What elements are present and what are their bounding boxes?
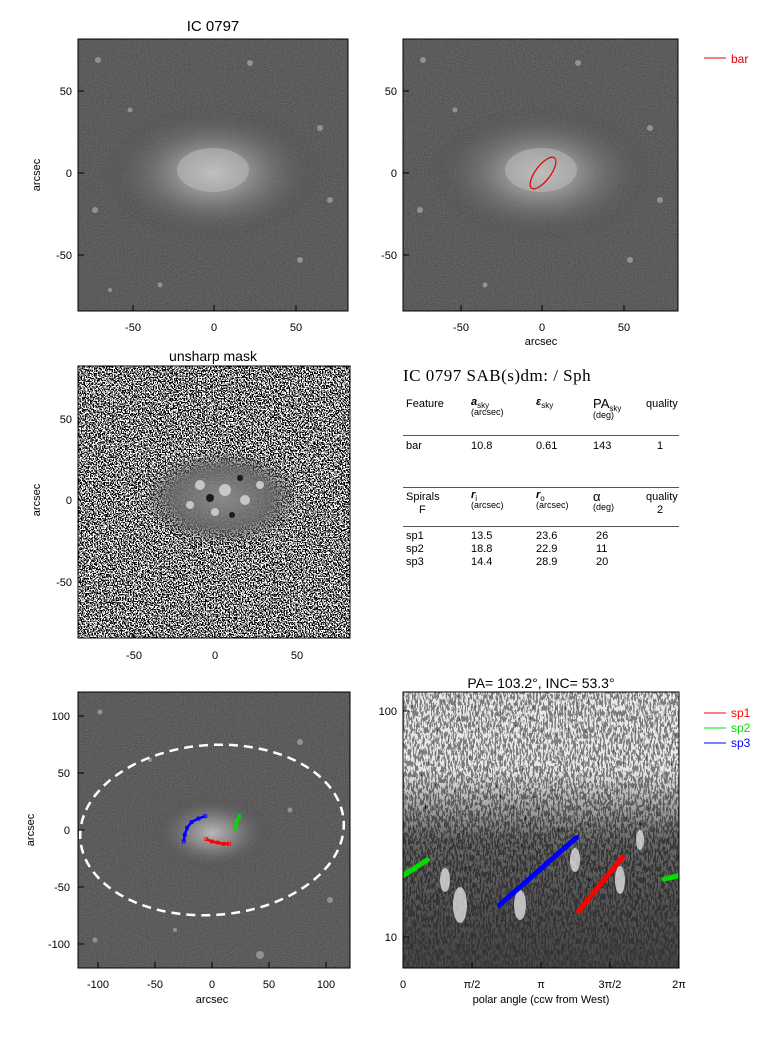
bar-row-e: 0.61 [536,440,558,452]
legend-sp3: sp3 [731,736,751,750]
table-rule [403,526,679,527]
panel2-ytick: -50 [381,250,397,262]
panel5-xtick: π/2 [464,979,481,991]
panel3-ytick: -50 [56,577,72,589]
legend-bar-label: bar [731,52,748,66]
panel4-ytick: 0 [64,825,70,837]
spiral-point [189,820,194,824]
spiral-point [203,814,208,819]
col-feature: Feature [406,398,444,410]
polar-projection-panel: PA= 103.2°, INC= 53.3° polar angle (ccw … [379,675,751,1006]
panel2-xlabel: arcsec [525,336,558,348]
panel4-xtick: 100 [317,979,335,991]
panel5-xtick: π [537,979,545,991]
spiral-point [215,840,220,845]
panel3-ylabel: arcsec [31,483,43,516]
panel5-ytick: 100 [379,706,397,718]
spiral-point [233,823,238,828]
spiral-point [196,816,201,821]
panel4-ytick: 100 [52,711,70,723]
panel1-xtick: 0 [211,322,217,334]
panel5-xtick: 2π [672,979,686,991]
spiral-point [204,837,209,842]
panel1-ytick: 0 [66,168,72,180]
panel1-ytick: -50 [56,250,72,262]
galaxy-image-panel: IC 0797 arcsec -50 0 50 50 0 -50 [31,18,349,334]
panel4-ytick: -50 [54,882,70,894]
panel4-xlabel: arcsec [196,994,229,1006]
spiral-point [210,839,214,844]
panel3-title: unsharp mask [169,348,258,364]
spiral-point [227,841,231,846]
panel3-xtick: 0 [212,650,218,662]
spiral-point [232,828,237,832]
spiral-fit-line-sp2 [403,857,430,879]
spiral-point [237,814,242,819]
bar-fit-panel: -50 0 50 arcsec 50 0 -50 bar [381,38,748,348]
col-pa-sky: PAsky (deg) [593,396,622,421]
spiral-trace-2 [233,815,241,831]
bar-row-pa: 143 [593,440,612,452]
bar-ellipse [529,156,557,190]
bar-row-quality: 1 [657,440,664,452]
panel3-xtick: -50 [126,650,142,662]
spiral-point [181,839,186,844]
bar-row-name: bar [406,440,422,452]
table-heading: IC 0797 SAB(s)dm: / Sph [403,366,592,385]
panel1-ytick: 50 [60,86,72,98]
unsharp-mask-panel: unsharp mask arcsec -50 0 50 50 0 -50 [31,348,351,662]
col-spirals: Spirals [406,491,440,503]
table-rule [403,435,679,436]
panel5-xtick: 3π/2 [599,979,622,991]
panel3-ytick: 0 [66,495,72,507]
spiral-legend: sp1 sp2 sp3 [704,706,751,750]
col-r-inner: ri (arcsec) [471,489,504,511]
panel2-xtick: 0 [539,322,545,334]
legend-sp2: sp2 [731,721,751,735]
panel4-xtick: 50 [263,979,275,991]
panel1-ylabel: arcsec [31,158,43,191]
disk-outline-ellipse [78,743,346,917]
panel4-ylabel: arcsec [25,813,37,846]
panel4-xtick: -50 [147,979,163,991]
panel4-xtick: 0 [209,979,215,991]
col-eps-sky: εsky [536,396,554,411]
spiral-overlay-panel: arcsec arcsec -100 -50 0 50 100 100 50 0… [25,691,351,1006]
panel1-xtick: -50 [125,322,141,334]
spiral-point [234,818,239,823]
parameter-table: IC 0797 SAB(s)dm: / Sph Feature asky (ar… [403,366,679,568]
spiral-fit-line-sp1 [576,854,626,914]
spiral-point [221,841,226,846]
spiral-point [182,832,187,837]
spiral-point [185,825,190,830]
panel5-xtick: 0 [400,979,406,991]
panel2-xtick: -50 [453,322,469,334]
col-spirals-f: F [419,504,426,516]
spiral-fit-line-sp3 [497,835,579,908]
col-a-sky: asky (arcsec) [471,396,504,418]
table-rule [403,487,679,488]
panel1-xtick: 50 [290,322,302,334]
panel2-xtick: 50 [618,322,630,334]
col-r-outer: ro (arcsec) [536,489,569,511]
spiral-fit-line-sp2 [661,873,679,882]
panel5-xlabel: polar angle (ccw from West) [473,994,610,1006]
panel5-ytick: 10 [385,932,397,944]
panel3-xtick: 50 [291,650,303,662]
col-sp-quality-value: 2 [657,504,664,516]
col-quality: quality [646,398,678,410]
panel5-title: PA= 103.2°, INC= 53.3° [467,675,614,691]
panel2-ytick: 0 [391,168,397,180]
panel3-ytick: 50 [60,414,72,426]
col-sp-quality: quality [646,491,678,503]
bar-row-a: 10.8 [471,440,493,452]
panel2-ytick: 50 [385,86,397,98]
panel4-ytick: -100 [48,939,70,951]
panel1-title: IC 0797 [187,18,240,35]
panel4-ytick: 50 [58,768,70,780]
panel4-xtick: -100 [87,979,109,991]
col-alpha: α (deg) [593,489,615,512]
legend-sp1: sp1 [731,706,751,720]
